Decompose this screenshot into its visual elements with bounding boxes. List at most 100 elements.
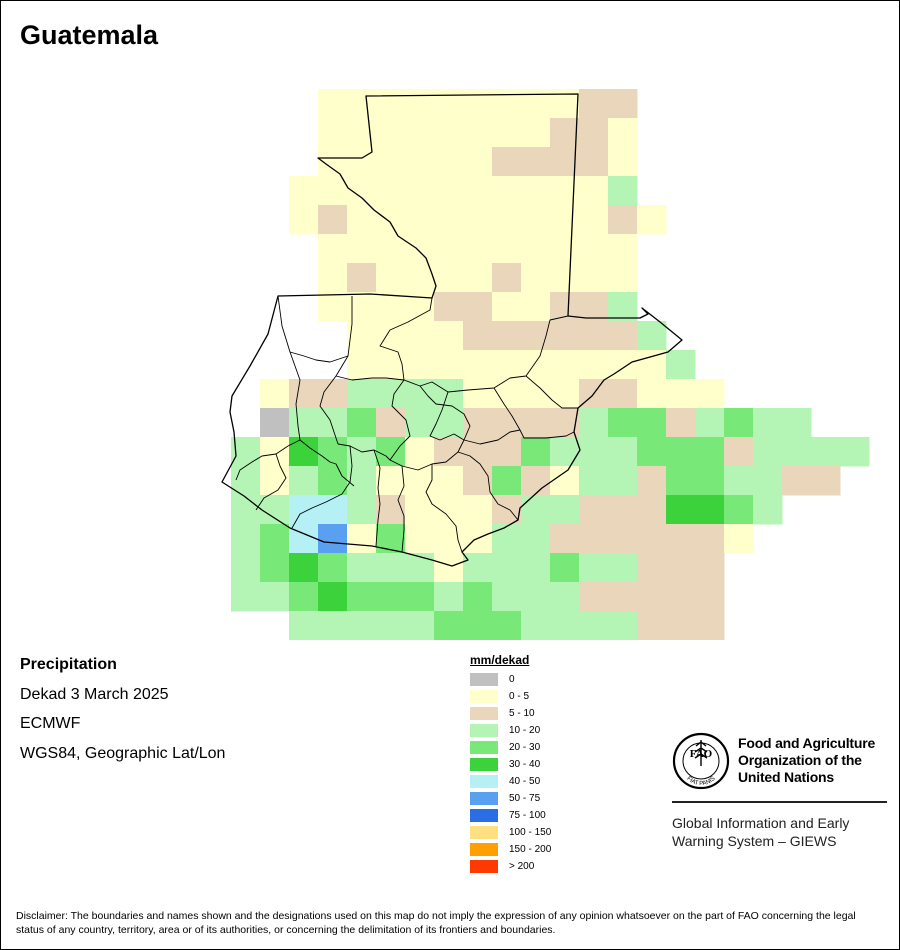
grid-cell <box>434 524 464 554</box>
legend-label: 150 - 200 <box>509 844 552 855</box>
grid-cell <box>782 437 812 467</box>
grid-cell <box>666 379 696 409</box>
legend-swatch <box>470 741 498 754</box>
grid-cell <box>434 263 464 293</box>
grid-cell <box>434 147 464 177</box>
grid-cell <box>434 437 464 467</box>
grid-cell <box>521 89 551 119</box>
legend-item: 0 - 5 <box>470 688 551 705</box>
department-boundary <box>373 449 381 547</box>
grid-cell <box>492 350 522 380</box>
grid-cell <box>347 495 377 525</box>
legend-swatch <box>470 809 498 822</box>
grid-cell <box>550 234 580 264</box>
grid-cell <box>376 234 406 264</box>
grid-cell <box>579 234 609 264</box>
grid-cell <box>608 524 638 554</box>
grid-cell <box>405 118 435 148</box>
grid-cell <box>347 205 377 235</box>
grid-cell <box>840 437 870 467</box>
department-boundary <box>389 379 411 467</box>
department-boundary <box>319 296 353 445</box>
grid-cell <box>521 495 551 525</box>
grid-cell <box>695 582 725 612</box>
precipitation-map <box>221 89 870 640</box>
grid-cell <box>521 524 551 554</box>
grid-cell <box>521 176 551 206</box>
grid-cell <box>666 553 696 583</box>
grid-cell <box>289 205 319 235</box>
grid-cell <box>463 495 493 525</box>
grid-cell <box>434 582 464 612</box>
grid-cell <box>666 437 696 467</box>
grid-cell <box>231 553 261 583</box>
legend-item: 0 <box>470 671 551 688</box>
grid-cell <box>695 408 725 438</box>
legend-label: 100 - 150 <box>509 827 552 838</box>
grid-cell <box>579 437 609 467</box>
legend-label: 0 - 5 <box>509 691 530 702</box>
country-boundary <box>221 93 683 567</box>
grid-cell <box>318 292 348 322</box>
legend-label: 10 - 20 <box>509 725 541 736</box>
grid-cell <box>405 437 435 467</box>
legend-swatch <box>470 690 498 703</box>
grid-cell <box>695 379 725 409</box>
map-info: Precipitation Dekad 3 March 2025 ECMWF W… <box>20 656 225 774</box>
legend-item: 50 - 75 <box>470 790 551 807</box>
grid-cell <box>579 118 609 148</box>
grid-cell <box>405 466 435 496</box>
legend-item: 40 - 50 <box>470 773 551 790</box>
grid-cell <box>347 582 377 612</box>
grid-cell <box>318 553 348 583</box>
grid-cell <box>318 379 348 409</box>
department-boundary <box>337 443 391 461</box>
legend-swatch <box>470 724 498 737</box>
divider <box>672 801 887 803</box>
grid-cell <box>260 408 290 438</box>
grid-cell <box>347 379 377 409</box>
grid-cell <box>579 582 609 612</box>
grid-cell <box>463 379 493 409</box>
grid-cell <box>405 582 435 612</box>
department-boundary <box>379 297 569 393</box>
grid-cell <box>608 611 638 640</box>
period-label: Dekad 3 March 2025 <box>20 685 169 703</box>
legend-swatch <box>470 826 498 839</box>
grid-cell <box>521 321 551 351</box>
department-boundary <box>429 391 465 441</box>
grid-cell <box>492 437 522 467</box>
grid-cell <box>492 234 522 264</box>
legend-swatch <box>470 673 498 686</box>
grid-cell <box>347 292 377 322</box>
department-boundary <box>457 451 519 521</box>
legend-swatch <box>470 707 498 720</box>
grid-cell <box>666 611 696 640</box>
grid-cell <box>579 292 609 322</box>
grid-cell <box>318 466 348 496</box>
grid-cell <box>318 176 348 206</box>
grid-cell <box>753 437 783 467</box>
grid-cell <box>608 234 638 264</box>
grid-cell <box>492 582 522 612</box>
grid-cell <box>550 553 580 583</box>
grid-cell <box>260 524 290 554</box>
grid-cell <box>550 379 580 409</box>
grid-cell <box>405 350 435 380</box>
grid-cell <box>318 611 348 640</box>
grid-cell <box>753 408 783 438</box>
grid-cell <box>463 147 493 177</box>
grid-cell <box>463 89 493 119</box>
svg-text:FIAT PANIS: FIAT PANIS <box>685 776 716 787</box>
legend-classes: 0 0 - 5 5 - 10 10 - 20 20 - 30 30 - 40 40 - 50… <box>470 671 551 875</box>
grid-cell <box>579 350 609 380</box>
grid-cell <box>579 205 609 235</box>
grid-cell <box>608 553 638 583</box>
legend-item: 5 - 10 <box>470 705 551 722</box>
grid-cell <box>492 495 522 525</box>
grid-cell <box>637 466 667 496</box>
grid-cell <box>376 147 406 177</box>
grid-cell <box>608 147 638 177</box>
fao-logo-motto: FIAT PANIS <box>685 776 716 787</box>
grid-cell <box>260 379 290 409</box>
